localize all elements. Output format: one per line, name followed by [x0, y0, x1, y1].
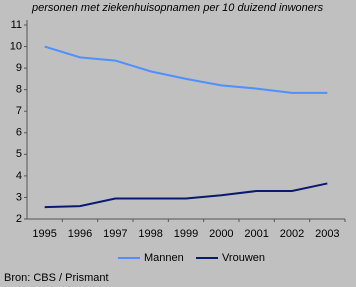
- chart-title: personen met ziekenhuisopnamen per 10 du…: [31, 2, 324, 14]
- y-tick-label: 4: [16, 170, 22, 182]
- y-tick-label: 5: [16, 148, 22, 160]
- series-line: [44, 45, 328, 94]
- y-tick-label: 2: [16, 213, 22, 225]
- legend-label: Vrouwen: [222, 252, 265, 264]
- y-tick-label: 6: [16, 127, 22, 139]
- x-tick-label: 1995: [32, 228, 56, 240]
- y-tick-label: 3: [16, 191, 22, 203]
- x-tick-label: 1999: [174, 228, 198, 240]
- y-tick-label: 8: [16, 84, 22, 96]
- x-tick-label: 1997: [103, 228, 127, 240]
- series-line: [44, 182, 328, 209]
- y-tick-label: 11: [11, 19, 22, 31]
- source: Bron: CBS / Prismant: [4, 272, 109, 284]
- y-tick-label: 10: [10, 40, 22, 52]
- x-tick-label: 2003: [315, 228, 339, 240]
- x-tick-label: 2002: [280, 228, 304, 240]
- x-tick-label: 2000: [209, 228, 233, 240]
- x-tick-label: 2001: [244, 228, 268, 240]
- x-tick-label: 1996: [68, 228, 92, 240]
- x-tick-label: 1998: [138, 228, 162, 240]
- y-tick-label: 7: [16, 105, 22, 117]
- y-tick-label: 9: [16, 62, 22, 74]
- legend-label: Mannen: [144, 252, 184, 264]
